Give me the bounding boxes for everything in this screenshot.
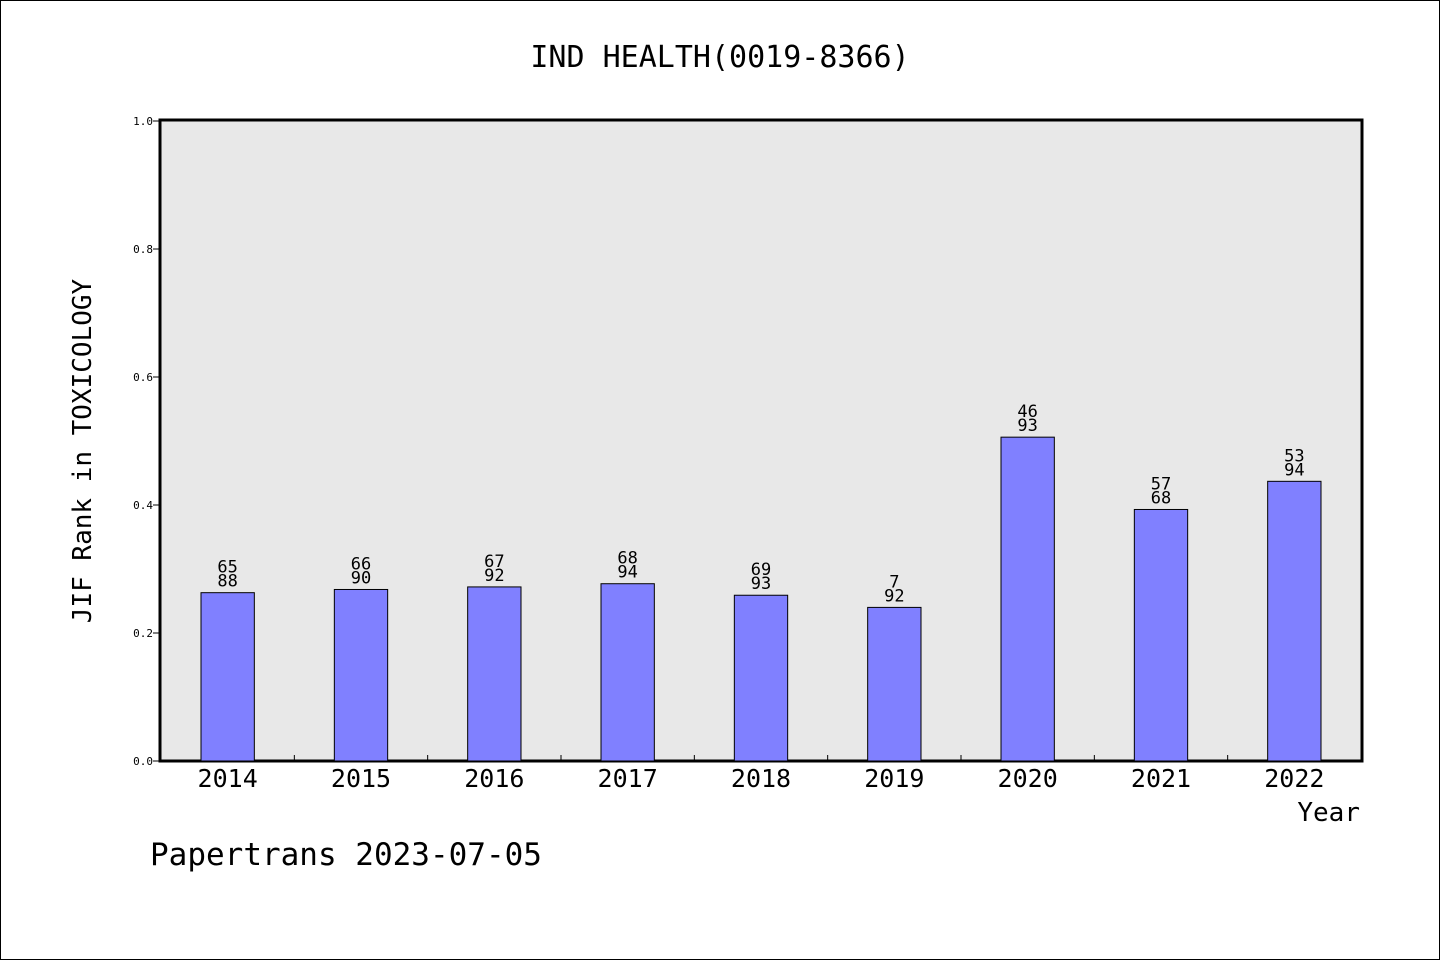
- footer-text: Papertrans 2023-07-05: [150, 837, 542, 873]
- y-tick-label: 0.4: [133, 499, 153, 512]
- bar-label-rank: 69: [751, 560, 771, 580]
- bar-label-total: 94: [617, 563, 637, 583]
- bar-2020: [1000, 436, 1055, 762]
- bar-label-total: 93: [751, 574, 771, 594]
- bar-label-rank: 66: [351, 554, 371, 574]
- bar-2021: [1133, 508, 1189, 762]
- bar-label-total: 92: [884, 586, 904, 606]
- bar-2019: [867, 606, 922, 762]
- bar-label-rank: 7: [889, 572, 899, 592]
- x-axis-label: Year: [1297, 798, 1360, 828]
- bar-label-total: 94: [1284, 460, 1304, 480]
- bar-label-rank: 65: [217, 558, 237, 578]
- bar-label-rank: 46: [1017, 402, 1037, 422]
- bar-2022: [1267, 480, 1322, 762]
- bar-label-total: 92: [484, 566, 504, 586]
- bars: [200, 436, 1322, 762]
- x-tick-label-2015: 2015: [331, 764, 391, 793]
- x-axis: 2014 2015 2016 2017 2018 2019 2020 2021 2022: [198, 755, 1324, 793]
- bar-2015: [333, 588, 389, 762]
- y-tick-label: 0.0: [133, 755, 153, 768]
- bar-label-rank: 57: [1151, 474, 1171, 494]
- chart-title: IND HEALTH(0019-8366): [530, 40, 909, 75]
- y-tick-label: 0.2: [133, 627, 153, 640]
- bar-label-rank: 68: [617, 549, 637, 569]
- bar-2017: [600, 583, 655, 762]
- bar-2014: [200, 592, 255, 762]
- bar-2018: [733, 594, 789, 762]
- bar-label-total: 90: [351, 568, 371, 588]
- y-tick-label: 0.8: [133, 243, 153, 256]
- x-tick-label-2018: 2018: [731, 764, 791, 793]
- x-tick-label-2019: 2019: [864, 764, 924, 793]
- y-tick-label: 1.0: [133, 115, 153, 128]
- y-axis: 0.0 0.2 0.4 0.6 0.8 1.0: [133, 115, 161, 768]
- x-tick-label-2022: 2022: [1264, 764, 1324, 793]
- bar-label-total: 68: [1151, 488, 1171, 508]
- y-tick-label: 0.6: [133, 371, 153, 384]
- y-axis-label: JIF Rank in TOXICOLOGY: [68, 278, 98, 623]
- bar-2016: [467, 586, 522, 762]
- x-tick-label-2017: 2017: [598, 764, 658, 793]
- bar-label-total: 93: [1017, 416, 1037, 436]
- bar-label-rank: 67: [484, 552, 504, 572]
- x-tick-label-2021: 2021: [1131, 764, 1191, 793]
- bar-label-rank: 53: [1284, 446, 1304, 466]
- x-tick-label-2014: 2014: [198, 764, 258, 793]
- bar-label-total: 88: [217, 572, 237, 592]
- x-tick-label-2016: 2016: [464, 764, 524, 793]
- x-tick-label-2020: 2020: [998, 764, 1058, 793]
